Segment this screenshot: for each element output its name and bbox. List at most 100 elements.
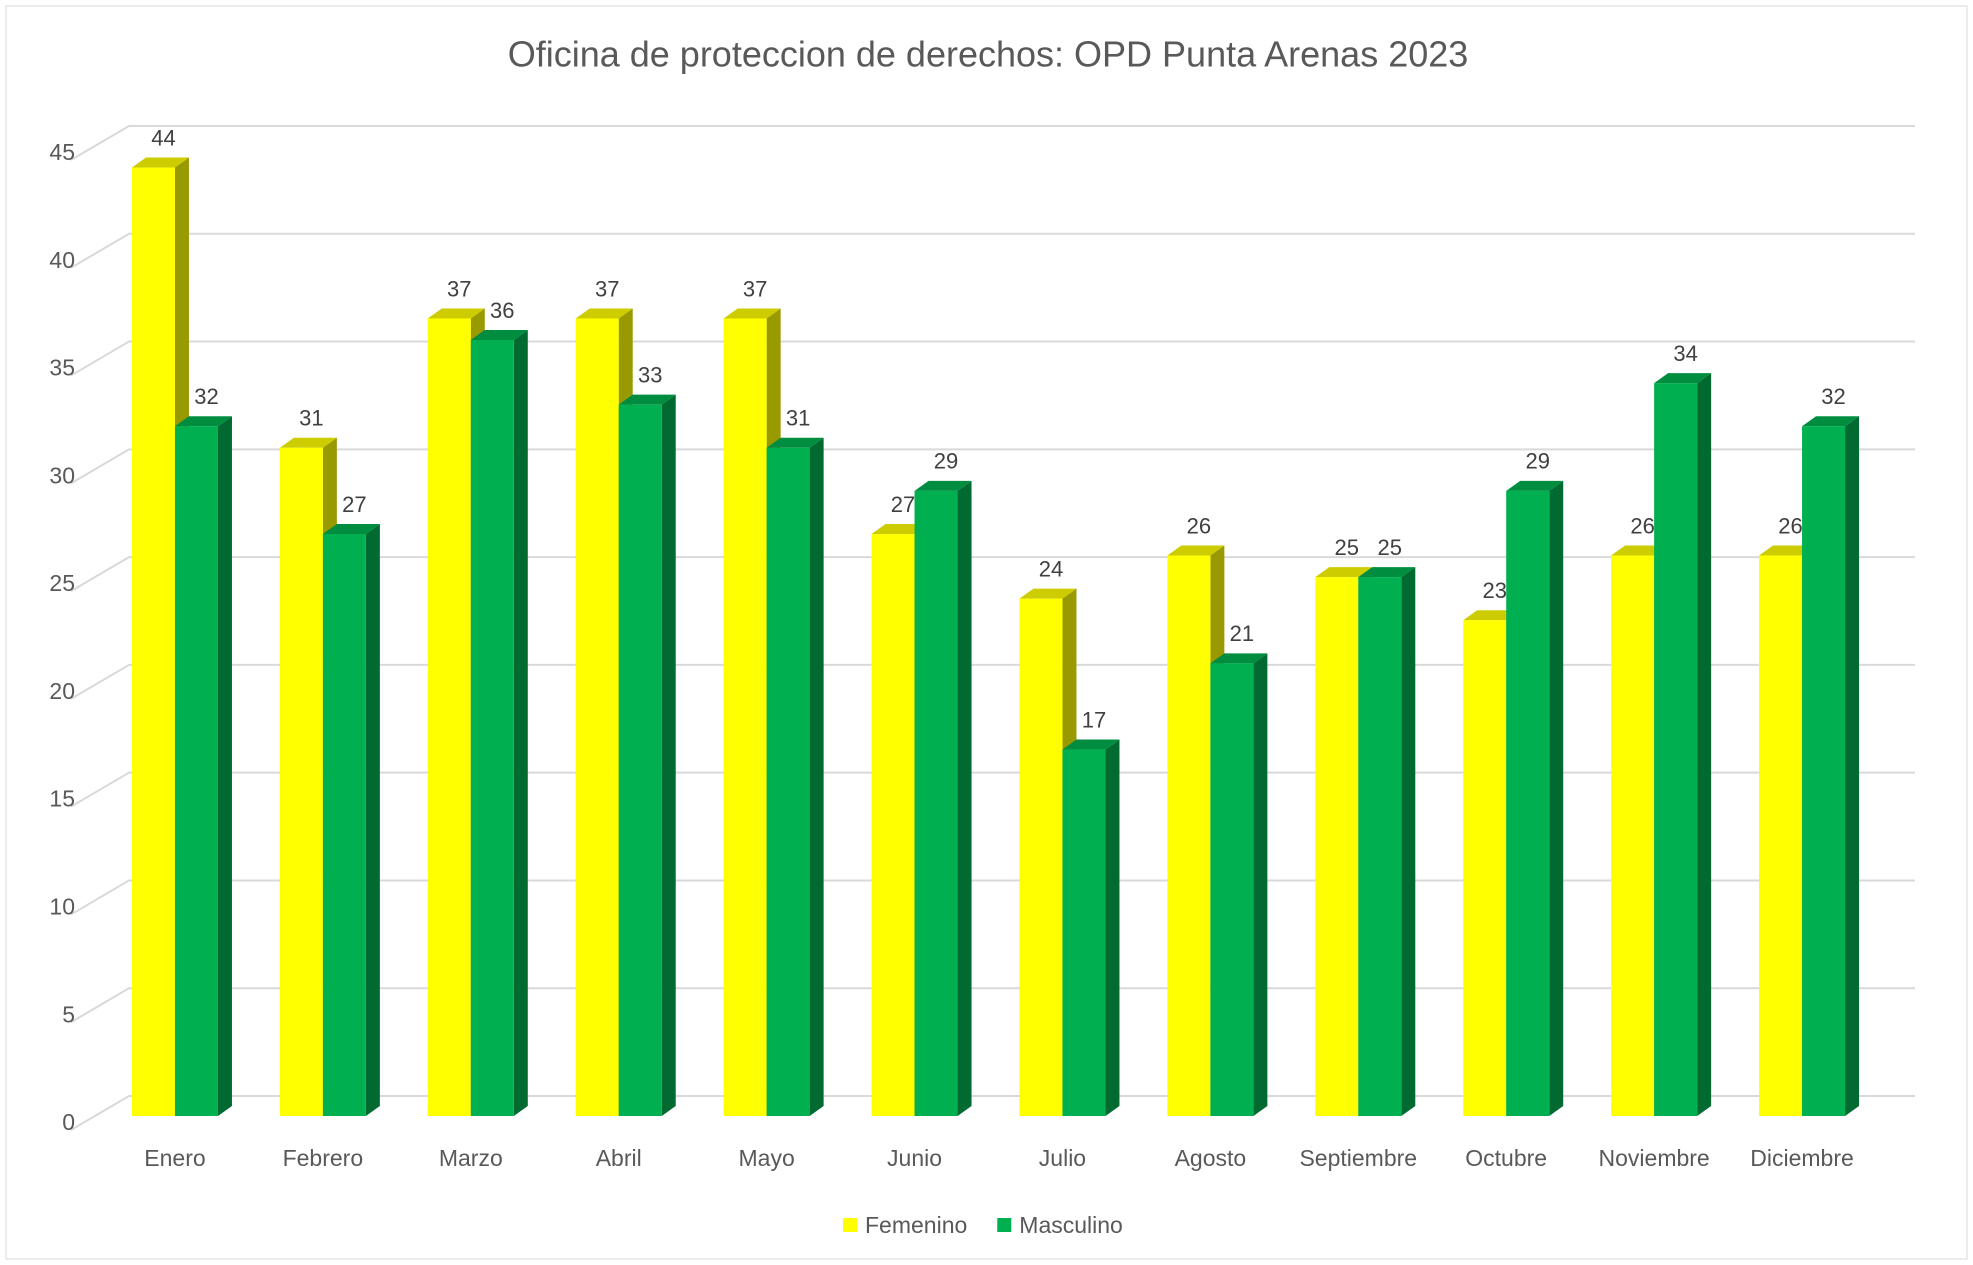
data-label: 31 [299,406,323,431]
data-label: 32 [194,384,218,409]
bar [1463,620,1507,1116]
data-label: 27 [891,492,915,517]
bar-top [1062,739,1120,750]
data-label: 33 [638,362,662,387]
bar-top [322,524,380,534]
bar [1210,663,1254,1116]
data-label: 32 [1821,384,1845,409]
x-tick-label: Diciembre [1750,1145,1854,1171]
bar-top [427,308,485,319]
bar-top [1358,567,1416,578]
bar-side [1549,480,1564,1116]
bar-top [470,330,528,340]
data-label: 31 [786,406,810,431]
grid-line [70,556,1915,592]
x-tick-label: Febrero [283,1145,364,1171]
grid-line [70,125,1915,161]
bar [1062,749,1106,1116]
bar-top [1611,545,1669,556]
bar-top [1210,653,1268,664]
bar [1506,490,1550,1116]
x-tick-label: Mayo [739,1145,795,1171]
bar-side [1845,416,1860,1116]
bar [279,447,323,1116]
y-tick-label: 15 [49,786,75,812]
bar [131,167,175,1117]
bar-side [1105,739,1120,1116]
bar-top [1167,545,1225,556]
bar-top [1315,567,1373,578]
x-tick-label: Octubre [1465,1145,1547,1171]
data-label: 26 [1630,513,1654,538]
bar [871,534,915,1116]
bar-top [871,524,929,534]
y-tick-label: 5 [62,1001,75,1027]
data-label: 36 [490,298,514,323]
data-label: 17 [1082,707,1106,732]
bar-top [1019,588,1077,599]
bar [427,318,471,1116]
bar-side [1253,653,1268,1116]
legend-label: Femenino [865,1212,967,1238]
bar-side [365,524,380,1116]
y-tick-label: 20 [49,678,75,704]
y-tick-label: 10 [49,894,75,920]
bar [322,534,366,1116]
bar [618,404,662,1117]
bar-top [174,416,232,427]
y-tick-label: 30 [49,462,75,488]
x-tick-label: Septiembre [1299,1145,1417,1171]
x-tick-label: Junio [887,1145,942,1171]
bar [766,447,810,1116]
bar-top [131,157,189,168]
x-tick-label: Abril [596,1145,642,1171]
x-tick-label: Julio [1039,1145,1086,1171]
bar [575,318,619,1116]
data-label: 37 [447,276,471,301]
bar-top [1506,480,1564,491]
data-label: 26 [1187,513,1211,538]
data-label: 26 [1778,513,1802,538]
legend-swatch [997,1218,1012,1232]
bar-side [957,480,972,1116]
bar [1759,555,1803,1116]
bar [1315,577,1359,1116]
y-tick-label: 35 [49,355,75,381]
bar-top [1654,373,1712,384]
bar-top [723,308,781,319]
grid-line [70,448,1915,485]
legend-swatch [843,1218,857,1232]
bar-side [217,416,232,1116]
bar-top [1463,610,1521,621]
data-label: 29 [934,449,958,474]
data-label: 27 [342,492,366,517]
bar [1611,555,1655,1116]
bar [174,426,218,1116]
data-label: 21 [1230,621,1254,646]
bar [914,490,958,1116]
x-tick-label: Marzo [439,1145,503,1171]
bar [1802,426,1846,1116]
bar-side [661,394,676,1117]
bar-side [809,437,824,1116]
bar-top [1759,545,1817,556]
grid-line [70,340,1915,377]
y-tick-label: 25 [49,570,75,596]
legend-label: Masculino [1019,1212,1123,1238]
bar-side [1697,373,1712,1117]
y-tick-label: 0 [62,1109,75,1135]
bar-top [575,308,633,319]
bar-top [766,437,824,448]
data-label: 25 [1378,535,1402,560]
data-label: 37 [595,276,619,301]
data-label: 23 [1482,578,1506,603]
y-tick-label: 45 [49,139,75,165]
data-label: 34 [1673,341,1697,366]
bar [1019,598,1063,1116]
y-tick-label: 40 [49,247,75,273]
bar-top [1802,416,1860,427]
chart-title: Oficina de proteccion de derechos: OPD P… [508,34,1469,75]
x-tick-label: Enero [144,1145,205,1171]
bar-top [279,437,337,448]
